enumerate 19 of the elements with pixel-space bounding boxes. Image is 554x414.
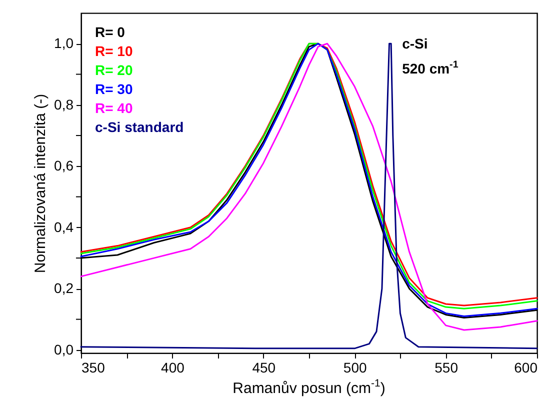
- x-tick-label: 550: [434, 360, 458, 376]
- y-tick-label: 1,0: [54, 35, 74, 52]
- x-tick-label: 350: [82, 360, 106, 376]
- x-tick-label: 400: [161, 360, 185, 376]
- text: R= 40: [95, 100, 133, 116]
- y-tick-label: 0,8: [54, 96, 74, 112]
- y-tick-label: 0,0: [54, 341, 74, 358]
- text: R= 20: [95, 62, 133, 78]
- x-tick-label: 500: [343, 360, 367, 376]
- text: R= 0: [95, 24, 126, 40]
- y-tick-label: 0,4: [54, 218, 74, 235]
- text: c-Si standard: [95, 119, 184, 135]
- text: R= 10: [95, 43, 133, 59]
- x-tick-label: 600: [514, 360, 538, 376]
- y-axis-title: Normalizovaná intenzita (-): [32, 94, 50, 274]
- text: R= 30: [95, 81, 133, 97]
- y-tick-label: 0,6: [54, 158, 74, 174]
- x-tick-label: 450: [252, 360, 276, 376]
- y-tick-label: 0,2: [54, 280, 74, 296]
